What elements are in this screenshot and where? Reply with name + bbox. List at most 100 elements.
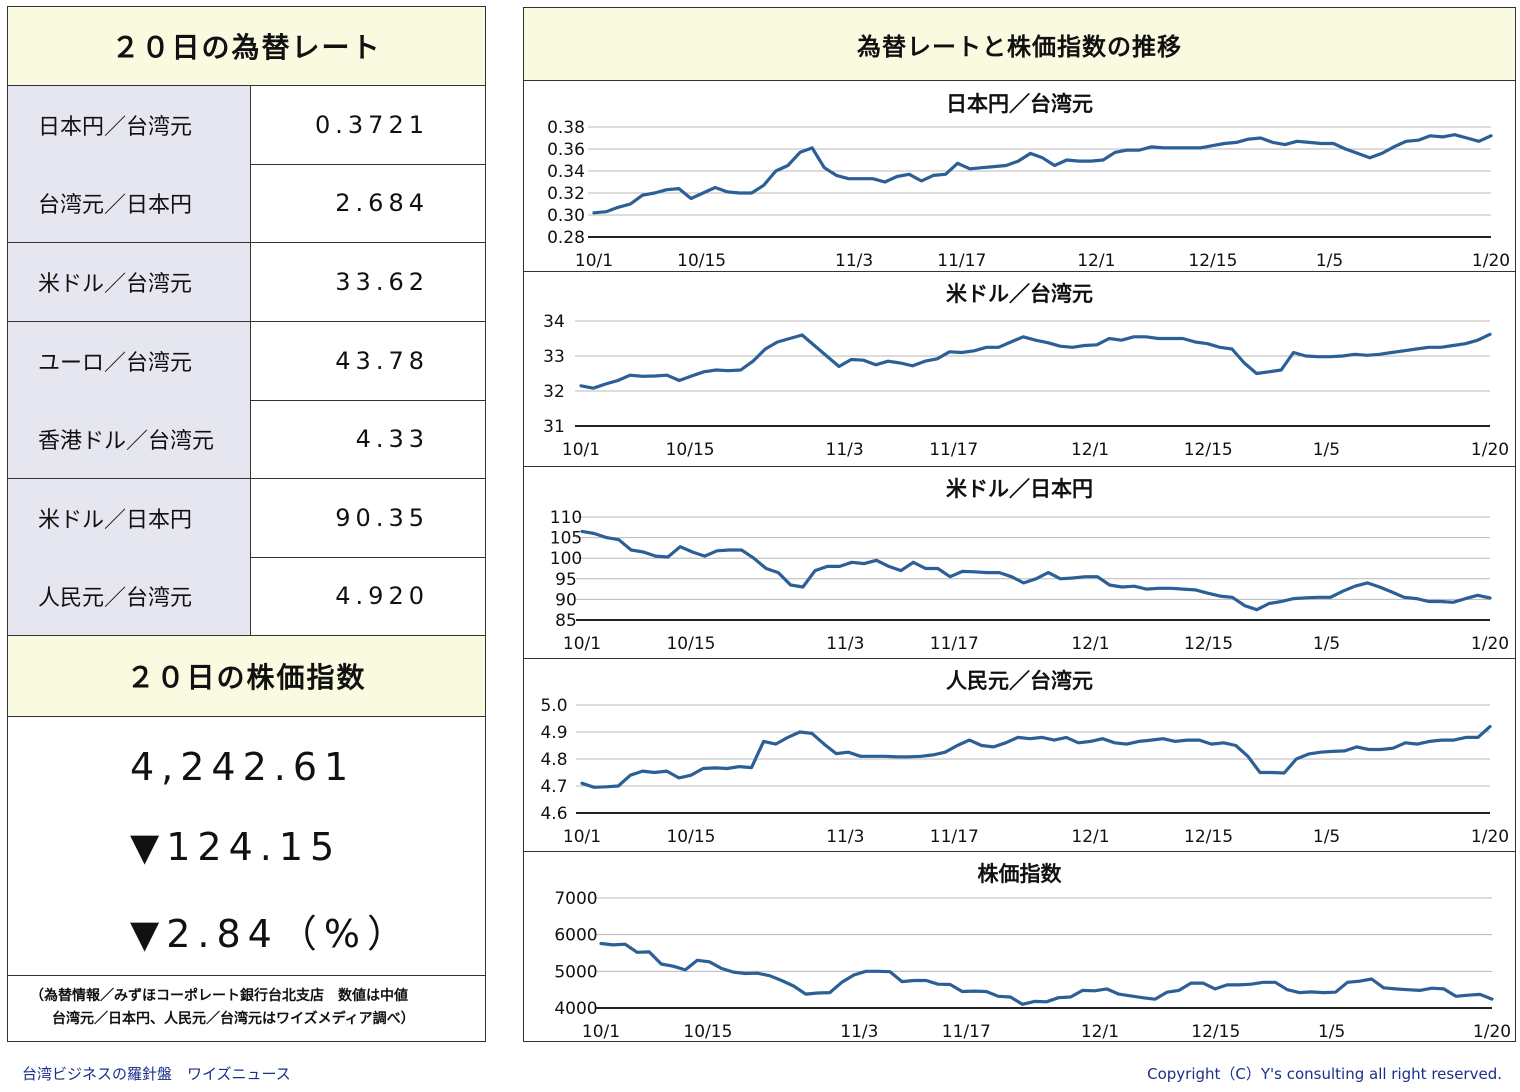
y-tick-label: 0.30 [547,206,585,226]
chart-title: 日本円／台湾元 [946,92,1093,116]
y-tick-label: 31 [543,417,565,437]
y-tick-label: 4.8 [540,750,567,770]
source-note: （為替情報／みずほコーポレート銀行台北支店 数値は中値 台湾元／日本円、人民元／… [8,976,485,1042]
y-tick-label: 32 [543,382,565,402]
x-tick-label: 12/1 [1081,1022,1119,1042]
series-line [592,133,1493,215]
y-tick-label: 34 [543,312,565,332]
y-tick-label: 0.32 [547,184,585,204]
x-tick-label: 12/1 [1077,251,1115,271]
x-tick-label: 10/15 [683,1022,732,1042]
stock-box: 4,242.61 ▼124.15 ▼2.84（%） [8,717,485,976]
rate-row: 米ドル／台湾元 33.62 [8,243,485,322]
charts-panel: 為替レートと株価指数の推移 日本円／台湾元 0.28 0.30 0.32 0.34 0.3… [523,7,1516,1042]
rate-row: ユーロ／台湾元 43.78 [8,322,485,401]
y-tick-label: 110 [550,508,582,528]
line-chart: 人民元／台湾元 4.6 4.7 4.8 4.9 5.0 10/1 10/15 11/3 11/17… [524,658,1515,847]
x-tick-label: 1/20 [1471,634,1509,654]
rate-row: 台湾元／日本円 2.684 [8,164,485,243]
x-tick-label: 10/15 [666,634,715,654]
y-tick-label: 7000 [554,889,597,909]
x-tick-label: 11/3 [826,440,864,460]
rate-label: 香港ドル／台湾元 [8,400,251,478]
series-line [599,941,1494,1006]
stock-percent: ▼2.84（%） [130,912,412,956]
rate-value: 0.3721 [315,111,429,139]
y-tick-label: 5.0 [540,696,567,716]
x-tick-label: 12/15 [1184,827,1233,847]
stock-title: ２０日の株価指数 [8,636,485,717]
series-line [580,724,1492,789]
x-tick-label: 12/1 [1071,440,1109,460]
y-tick-label: 6000 [554,926,597,946]
x-tick-label: 10/15 [677,251,726,271]
y-tick-label: 4.9 [540,723,567,743]
chart-title: 人民元／台湾元 [946,669,1093,693]
rate-label: ユーロ／台湾元 [8,322,251,400]
x-tick-label: 11/3 [826,634,864,654]
chart-title: 米ドル／台湾元 [946,282,1093,306]
y-tick-label: 85 [555,611,577,631]
x-tick-label: 11/17 [929,440,978,460]
y-tick-label: 4000 [554,999,597,1019]
x-tick-label: 1/5 [1316,251,1343,271]
rate-row: 米ドル／日本円 90.35 [8,479,485,558]
x-tick-label: 12/15 [1184,634,1233,654]
x-tick-label: 11/17 [937,251,986,271]
rates-panel: ２０日の為替レート 日本円／台湾元 0.3721 台湾元／日本円 2.684 米… [7,6,486,1042]
rate-value: 2.684 [335,189,429,217]
y-tick-label: 4.7 [540,777,567,797]
y-tick-label: 105 [550,529,582,549]
x-tick-label: 11/17 [930,827,979,847]
rate-row: 日本円／台湾元 0.3721 [8,86,485,165]
footer-copyright: Copyright（C）Y's consulting all right res… [1147,1065,1502,1083]
x-tick-label: 1/5 [1313,440,1340,460]
y-tick-label: 95 [555,570,577,590]
source-note-line1: （為替情報／みずほコーポレート銀行台北支店 数値は中値 [30,988,408,1004]
chart-title: 米ドル／日本円 [946,477,1093,501]
x-tick-label: 1/5 [1313,827,1340,847]
rate-value: 90.35 [335,504,429,532]
rate-value: 4.33 [355,425,429,453]
y-tick-label: 0.34 [547,162,585,182]
source-note-line2: 台湾元／日本円、人民元／台湾元はワイズメディア調べ） [52,1011,415,1027]
x-tick-label: 11/3 [840,1022,878,1042]
x-tick-label: 12/1 [1071,827,1109,847]
x-tick-label: 11/17 [930,634,979,654]
rate-label: 日本円／台湾元 [8,86,251,164]
series-line [579,332,1492,390]
y-tick-label: 4.6 [540,804,567,824]
y-tick-label: 5000 [554,962,597,982]
x-tick-label: 12/1 [1071,634,1109,654]
x-tick-label: 10/15 [666,440,715,460]
x-tick-label: 10/1 [563,634,601,654]
x-tick-label: 1/20 [1472,251,1510,271]
rate-value: 43.78 [335,347,429,375]
x-tick-label: 11/3 [835,251,873,271]
stock-change: ▼124.15 [130,825,342,869]
y-tick-label: 0.36 [547,140,585,160]
charts-title: 為替レートと株価指数の推移 [524,8,1515,81]
x-tick-label: 1/20 [1471,827,1509,847]
rate-row: 人民元／台湾元 4.920 [8,557,485,636]
x-tick-label: 12/15 [1184,440,1233,460]
x-tick-label: 1/20 [1471,440,1509,460]
x-tick-label: 1/5 [1313,634,1340,654]
x-tick-label: 10/1 [563,827,601,847]
x-tick-label: 12/15 [1188,251,1237,271]
x-tick-label: 10/1 [562,440,600,460]
rate-label: 米ドル／台湾元 [8,243,251,321]
rates-title: ２０日の為替レート [8,7,485,86]
stock-value: 4,242.61 [130,745,356,789]
x-tick-label: 11/3 [826,827,864,847]
line-chart: 日本円／台湾元 0.280.300.320.340.360.38 10/1 10/15… [547,92,1510,271]
y-tick-label: 0.28 [547,228,585,248]
line-chart: 米ドル／台湾元 31 32 33 34 10/1 10/15 11/3 11/17 12/1 12/… [524,271,1515,460]
rate-value: 33.62 [335,268,429,296]
rate-label: 台湾元／日本円 [8,164,251,242]
rate-row: 香港ドル／台湾元 4.33 [8,400,485,479]
y-tick-label: 100 [550,549,582,569]
x-tick-label: 10/1 [575,251,613,271]
x-tick-label: 12/15 [1191,1022,1240,1042]
